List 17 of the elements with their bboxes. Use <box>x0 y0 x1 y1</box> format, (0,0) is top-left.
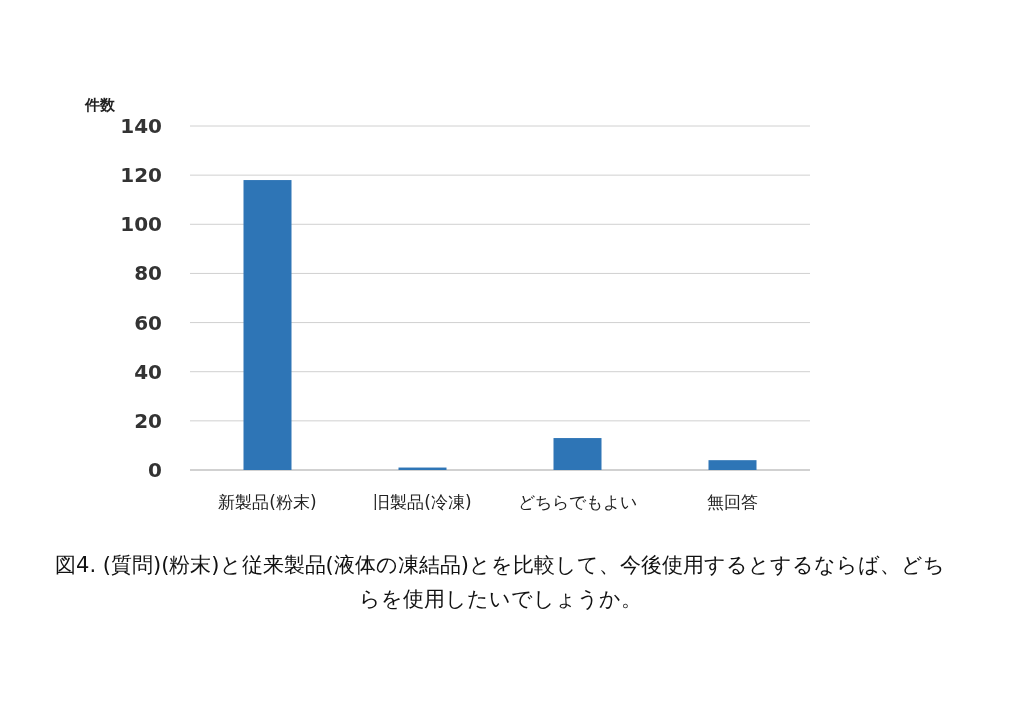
x-tick-label: 無回答 <box>707 492 758 512</box>
y-tick-label: 40 <box>134 359 162 384</box>
y-tick-label: 140 <box>120 114 162 138</box>
text: 図4. (質問)(粉末)と従来製品(液体の凍結品)とを比較して、今後使用するとするならば、どちらを使用したいでしょうか。 <box>54 552 946 613</box>
y-tick-label: 0 <box>148 458 162 482</box>
y-tick-label: 20 <box>134 408 162 433</box>
x-tick-label: 新製品(粉末) <box>218 492 317 512</box>
bar <box>708 460 757 470</box>
y-tick-label: 60 <box>134 310 162 335</box>
bar <box>553 438 602 470</box>
x-tick-label: どちらでもよい <box>518 492 637 512</box>
y-tick-label: 100 <box>120 212 162 237</box>
x-tick-label: 旧製品(冷凍) <box>373 492 472 512</box>
y-axis-title: 件数 <box>84 96 116 114</box>
y-tick-label: 120 <box>120 163 162 188</box>
y-tick-label: 80 <box>134 261 162 286</box>
bar <box>243 180 292 470</box>
